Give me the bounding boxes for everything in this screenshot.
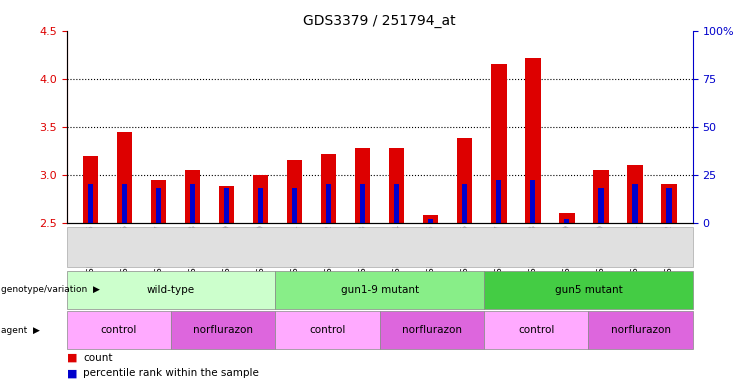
Bar [83, 156, 98, 223]
Text: control: control [101, 325, 137, 335]
Bar [491, 64, 507, 223]
Bar [253, 175, 268, 223]
Bar [594, 170, 608, 223]
Bar [122, 184, 127, 223]
Text: count: count [83, 353, 113, 363]
Bar [628, 165, 642, 223]
Bar [389, 148, 405, 223]
Bar [190, 184, 195, 223]
Bar [599, 188, 603, 223]
Title: GDS3379 / 251794_at: GDS3379 / 251794_at [304, 14, 456, 28]
Text: percentile rank within the sample: percentile rank within the sample [83, 368, 259, 378]
Text: ■: ■ [67, 368, 77, 378]
Bar [321, 154, 336, 223]
Bar [88, 184, 93, 223]
Bar [326, 184, 331, 223]
Bar [666, 188, 671, 223]
Text: wild-type: wild-type [147, 285, 195, 295]
Text: norflurazon: norflurazon [611, 325, 671, 335]
Bar [219, 186, 234, 223]
Text: agent  ▶: agent ▶ [1, 326, 40, 335]
Bar [428, 219, 433, 223]
Bar [457, 138, 473, 223]
Bar [559, 213, 574, 223]
Text: gun1-9 mutant: gun1-9 mutant [341, 285, 419, 295]
Text: control: control [518, 325, 554, 335]
Text: genotype/variation  ▶: genotype/variation ▶ [1, 285, 100, 295]
Bar [531, 180, 536, 223]
Bar [462, 184, 468, 223]
Bar [525, 58, 540, 223]
Bar [117, 131, 132, 223]
Bar [151, 180, 166, 223]
Bar [394, 184, 399, 223]
Bar [185, 170, 200, 223]
Bar [287, 161, 302, 223]
Bar [662, 184, 677, 223]
Bar [360, 184, 365, 223]
Text: norflurazon: norflurazon [193, 325, 253, 335]
Text: gun5 mutant: gun5 mutant [554, 285, 622, 295]
Bar [565, 219, 570, 223]
Bar [292, 188, 297, 223]
Text: ■: ■ [67, 353, 77, 363]
Bar [156, 188, 161, 223]
Bar [423, 215, 439, 223]
Bar [632, 184, 637, 223]
Bar [355, 148, 370, 223]
Text: norflurazon: norflurazon [402, 325, 462, 335]
Bar [496, 180, 502, 223]
Bar [258, 188, 263, 223]
Text: control: control [310, 325, 346, 335]
Bar [224, 188, 229, 223]
